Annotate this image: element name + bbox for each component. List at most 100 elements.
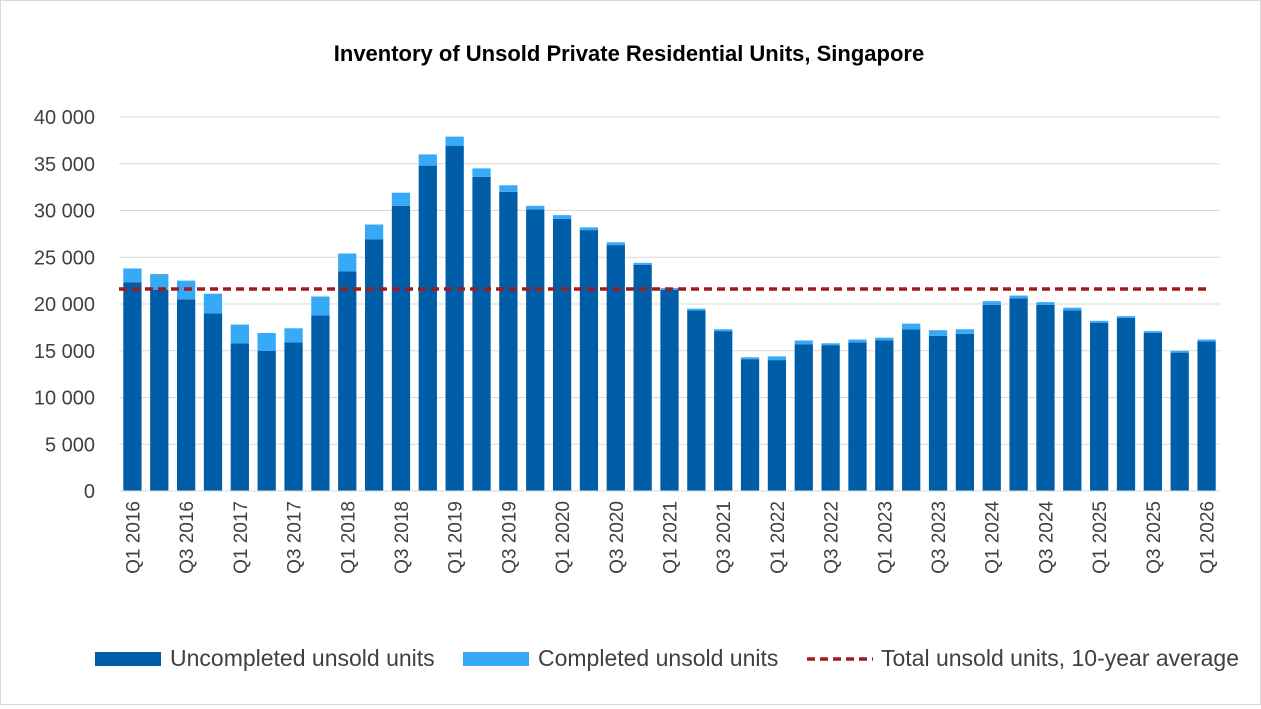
bar-completed-unsold [794,340,813,345]
bars [123,136,1216,492]
bar-uncompleted-unsold [472,176,491,491]
bar-uncompleted-unsold [1116,318,1136,491]
bar-completed-unsold [1063,307,1082,311]
bar-uncompleted-unsold [499,191,518,492]
y-tick-label: 25 000 [34,247,95,269]
x-tick-label: Q1 2026 [1198,501,1219,574]
x-tick-label: Q3 2021 [714,501,735,574]
bar-completed-unsold [928,330,948,336]
x-tick-label: Q3 2025 [1144,501,1165,574]
bar-completed-unsold [1009,295,1028,299]
bar-uncompleted-unsold [740,359,760,491]
bar-completed-unsold [606,242,625,246]
bar-uncompleted-unsold [418,165,437,491]
bar-uncompleted-unsold [633,264,652,491]
bar-completed-unsold [740,357,760,360]
bar-completed-unsold [311,296,330,316]
bar-uncompleted-unsold [606,245,625,491]
bar-completed-unsold [1116,316,1136,319]
x-tick-label: Q1 2023 [875,501,896,574]
bar-uncompleted-unsold [526,209,545,491]
bar-completed-unsold [123,268,142,283]
bar-completed-unsold [418,154,437,166]
bar-uncompleted-unsold [257,350,276,491]
bar-completed-unsold [1197,339,1216,342]
x-tick-label: Q3 2016 [177,501,198,574]
x-tick-label: Q1 2017 [231,501,252,574]
bar-uncompleted-unsold [1036,304,1055,491]
bar-uncompleted-unsold [123,282,142,491]
bar-uncompleted-unsold [982,304,1001,491]
bar-uncompleted-unsold [338,271,357,491]
legend: Uncompleted unsold units Completed unsold… [95,645,1239,671]
bar-completed-unsold [257,332,276,351]
y-tick-label: 15 000 [34,341,95,363]
bar-completed-unsold [1090,320,1109,323]
bar-uncompleted-unsold [579,230,599,491]
bar-uncompleted-unsold [794,344,813,491]
x-axis: Q1 2016 Q3 2016 Q1 2017 Q3 2017 Q1 2018 Q3 20… [119,490,1220,574]
legend-label-average: Total unsold units, 10-year average [881,645,1239,671]
x-tick-label: Q1 2018 [338,501,359,574]
bar-completed-unsold [767,356,787,361]
x-tick-label: Q3 2018 [392,501,413,574]
bar-completed-unsold [284,328,303,343]
bar-uncompleted-unsold [284,342,303,491]
bar-completed-unsold [150,274,169,290]
bar-uncompleted-unsold [311,315,330,491]
legend-swatch-uncompleted [95,652,161,666]
bar-completed-unsold [364,224,384,240]
bar-completed-unsold [982,301,1001,305]
bar-uncompleted-unsold [230,343,249,491]
x-tick-label: Q3 2024 [1036,501,1057,574]
bar-uncompleted-unsold [848,342,867,491]
bar-completed-unsold [499,185,518,192]
bar-uncompleted-unsold [177,299,196,491]
y-tick-label: 40 000 [34,107,95,129]
bar-uncompleted-unsold [364,239,384,491]
bar-uncompleted-unsold [955,333,975,491]
bar-uncompleted-unsold [1143,332,1162,491]
bar-completed-unsold [902,323,921,330]
x-tick-label: Q1 2016 [123,501,144,574]
bar-completed-unsold [203,293,223,314]
y-axis: 0 5 000 10 000 15 000 20 000 25 000 30 000 35 0… [34,107,95,503]
y-tick-label: 20 000 [34,294,95,316]
bar-completed-unsold [1143,331,1162,333]
bar-completed-unsold [230,324,249,344]
y-tick-label: 0 [84,481,95,503]
x-tick-label: Q1 2020 [553,501,574,574]
y-tick-label: 30 000 [34,201,95,223]
bar-completed-unsold [1170,350,1189,353]
bar-completed-unsold [445,136,464,146]
x-tick-label: Q3 2020 [607,501,628,574]
bar-completed-unsold [1036,302,1055,305]
bar-uncompleted-unsold [1170,352,1189,491]
x-tick-label: Q3 2019 [499,501,520,574]
bar-completed-unsold [848,339,867,343]
bar-uncompleted-unsold [445,145,464,492]
x-tick-label: Q3 2023 [929,501,950,574]
bar-completed-unsold [472,168,491,177]
bar-completed-unsold [821,343,840,346]
bar-uncompleted-unsold [928,335,948,491]
bar-uncompleted-unsold [1197,341,1216,491]
x-tick-label: Q1 2025 [1090,501,1111,574]
bar-uncompleted-unsold [552,218,572,492]
bar-completed-unsold [687,308,706,311]
bar-uncompleted-unsold [875,340,894,491]
bar-completed-unsold [633,262,652,265]
chart-title: Inventory of Unsold Private Residential … [334,41,924,66]
bar-uncompleted-unsold [391,205,411,491]
bar-uncompleted-unsold [687,310,706,491]
bar-completed-unsold [955,329,975,334]
bar-completed-unsold [338,253,357,272]
x-tick-label: Q1 2022 [768,501,789,574]
y-tick-label: 5 000 [45,434,95,456]
legend-swatch-completed [463,652,529,666]
bar-uncompleted-unsold [1090,322,1109,491]
x-tick-label: Q1 2024 [983,501,1004,574]
bar-uncompleted-unsold [1063,310,1082,491]
